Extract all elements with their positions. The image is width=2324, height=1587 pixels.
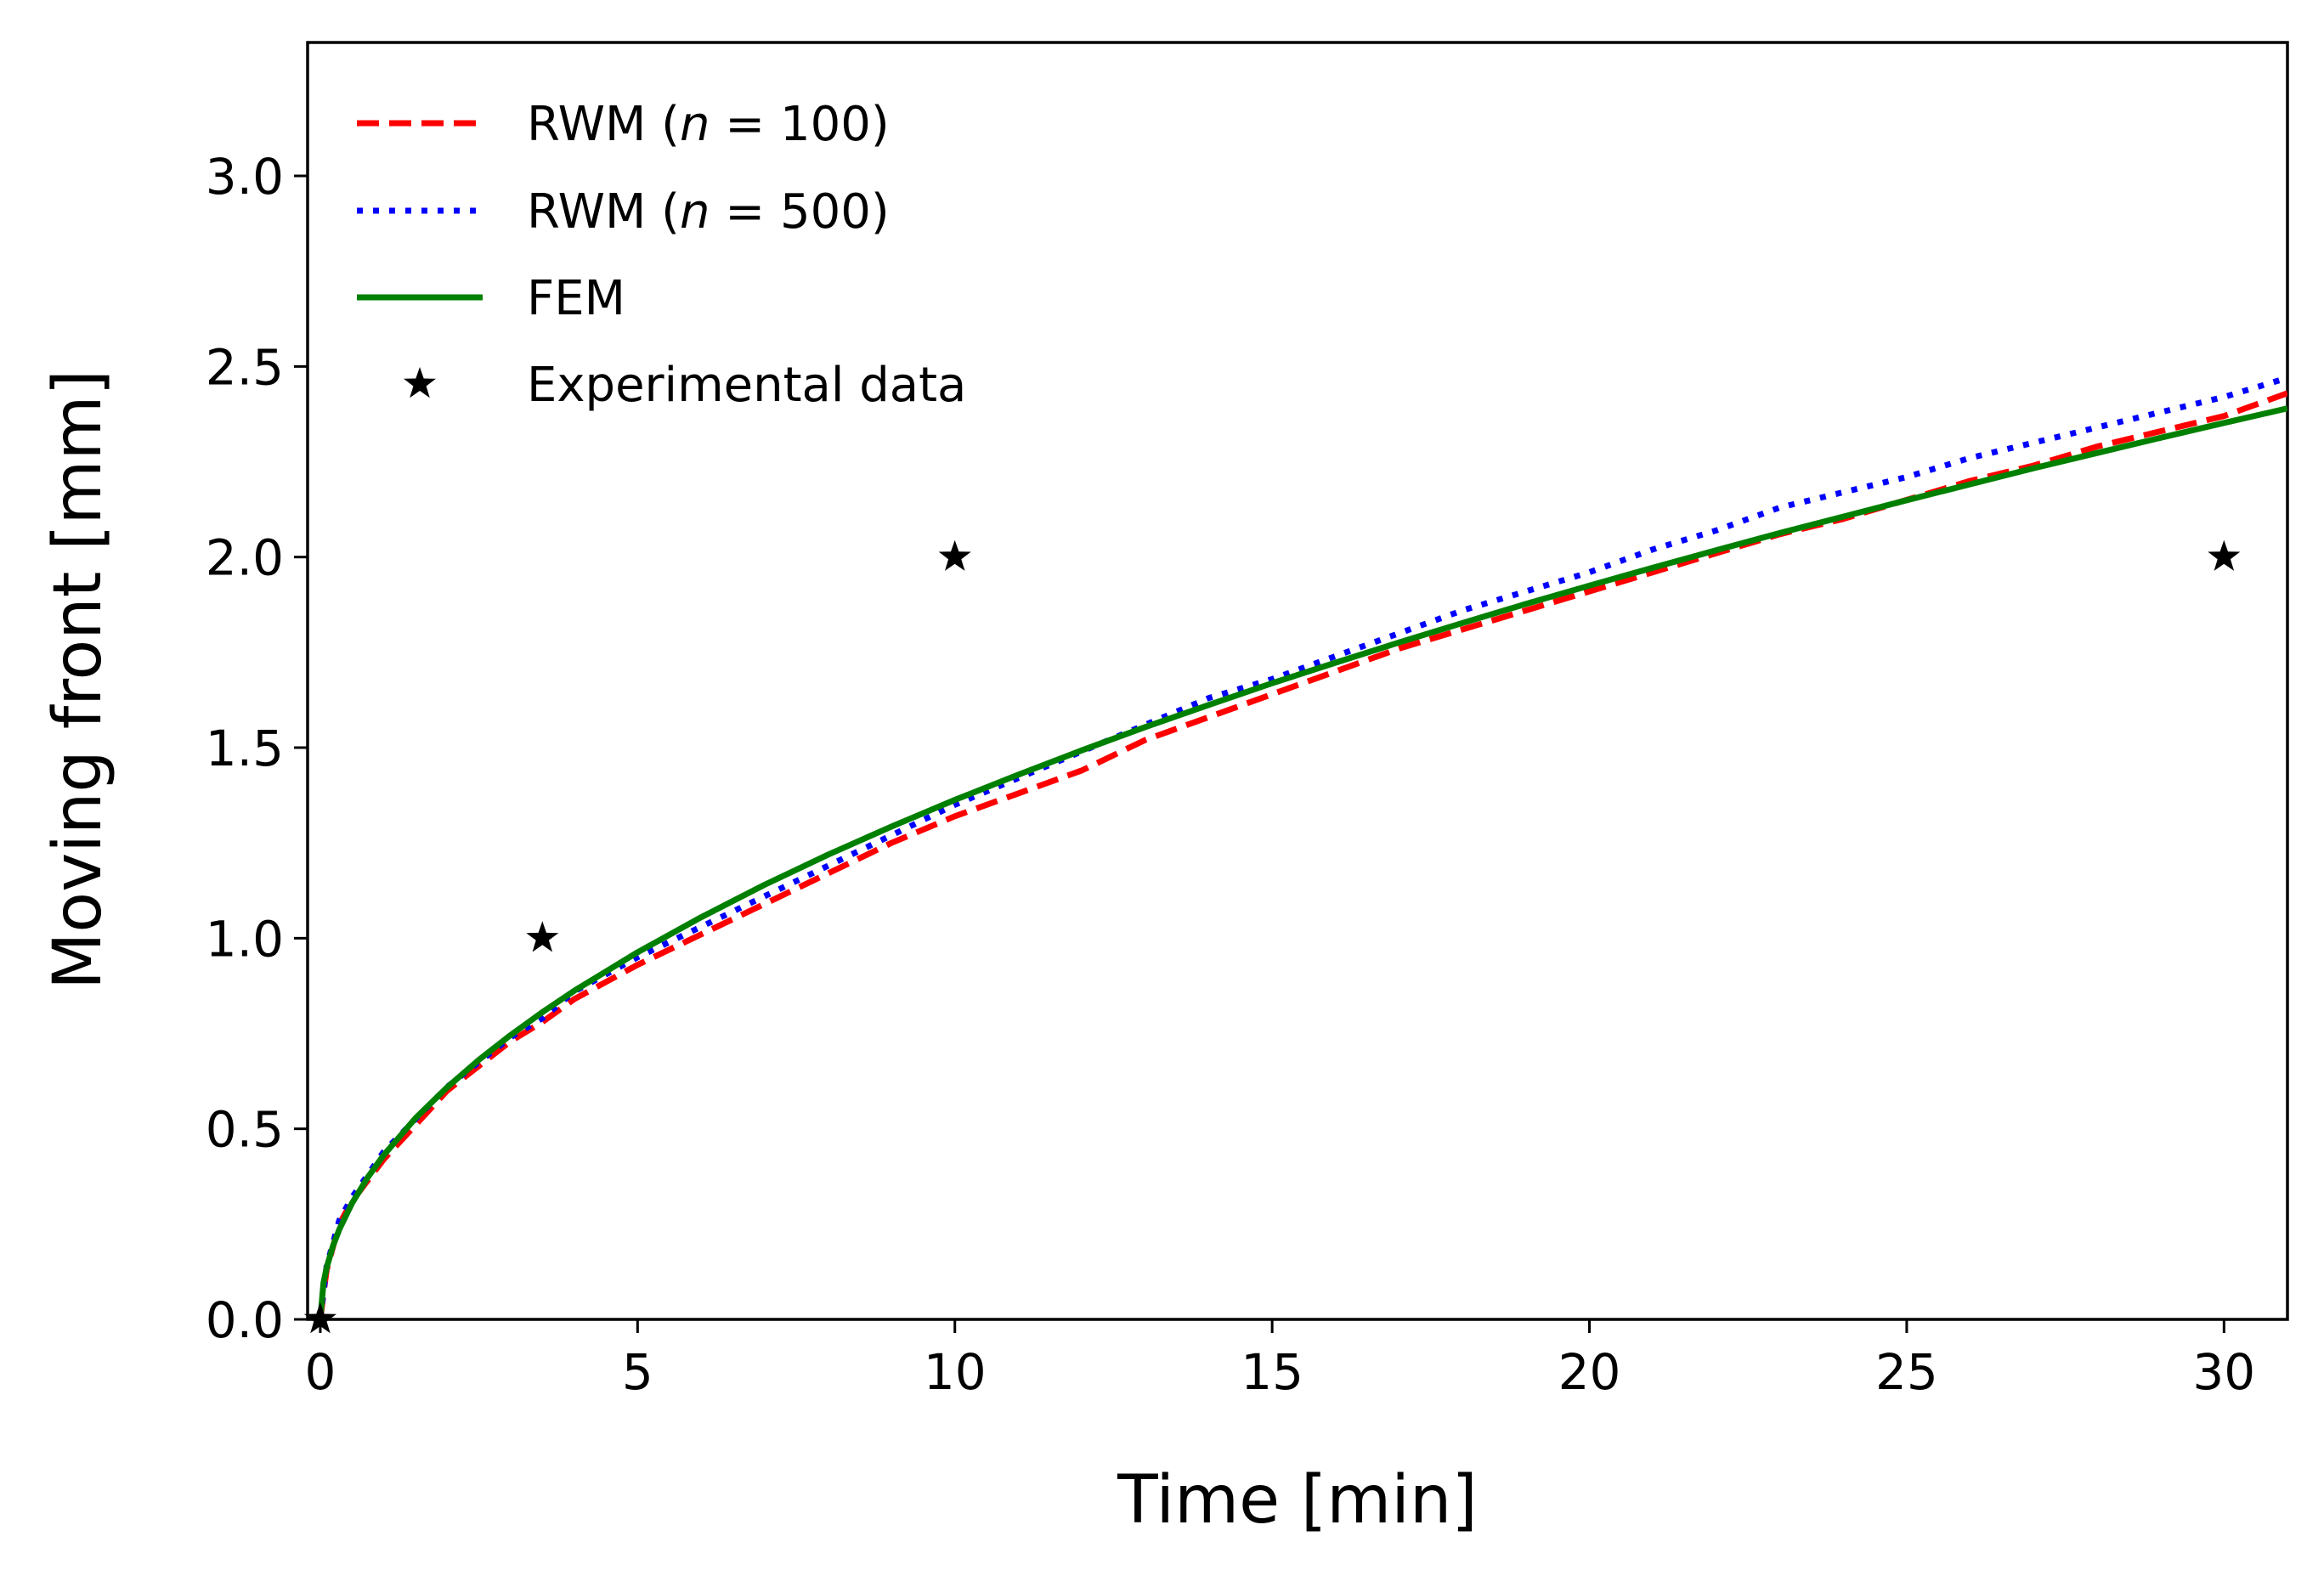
x-tick-label: 15 xyxy=(1241,1343,1303,1401)
legend-label-suffix: = 100) xyxy=(710,97,889,152)
y-tick-label: 1.5 xyxy=(206,720,284,777)
plot-area-frame xyxy=(306,41,2289,1321)
legend-label-variable: n xyxy=(680,184,710,240)
marker-layer xyxy=(303,539,2241,1334)
experimental-data-point xyxy=(303,1302,336,1334)
legend-star-marker xyxy=(404,367,436,398)
y-tick-label: 3.0 xyxy=(206,148,284,206)
y-axis-title: Moving front [mm] xyxy=(40,370,116,990)
legend-label-variable: n xyxy=(680,97,710,152)
series-layer xyxy=(317,375,2287,1319)
x-tick-label: 5 xyxy=(622,1343,653,1401)
x-axis-title: Time [min] xyxy=(1117,1462,1478,1539)
series-line-fem xyxy=(317,405,2287,1319)
y-axis: 0.0 0.5 1.0 1.5 2.0 2.5 3.0 xyxy=(206,148,308,1349)
x-tick-label: 30 xyxy=(2192,1343,2255,1401)
legend-item: RWM (n = 100) xyxy=(357,97,890,152)
legend-label-prefix: RWM ( xyxy=(527,184,680,240)
legend-label-suffix: = 500) xyxy=(710,184,889,240)
legend-label: RWM (n = 100) xyxy=(527,97,890,152)
legend-label: Experimental data xyxy=(527,358,966,413)
y-tick-label: 1.0 xyxy=(206,910,284,968)
legend-label: RWM (n = 500) xyxy=(527,184,890,240)
x-tick-label: 0 xyxy=(304,1343,336,1401)
legend-item: RWM (n = 500) xyxy=(357,184,890,240)
legend-label-prefix: RWM ( xyxy=(527,97,680,152)
legend-item: Experimental data xyxy=(404,358,966,413)
y-tick-label: 2.0 xyxy=(206,529,284,587)
legend-label: FEM xyxy=(527,271,625,326)
experimental-data-point xyxy=(938,539,971,571)
experimental-data-point xyxy=(526,921,559,952)
x-tick-label: 25 xyxy=(1875,1343,1938,1401)
x-axis: 0 5 10 15 20 25 30 xyxy=(304,1319,2255,1401)
series-line-rwm-n-100 xyxy=(317,390,2287,1319)
experimental-data-point xyxy=(2208,539,2241,571)
series-line-rwm-n-500 xyxy=(317,375,2287,1319)
y-tick-label: 0.5 xyxy=(206,1101,284,1159)
legend-item: FEM xyxy=(357,271,625,326)
x-tick-label: 10 xyxy=(924,1343,987,1401)
y-tick-label: 2.5 xyxy=(206,338,284,396)
legend: RWM (n = 100)RWM (n = 500)FEMExperimenta… xyxy=(357,97,966,413)
x-tick-label: 20 xyxy=(1558,1343,1621,1401)
y-tick-label: 0.0 xyxy=(206,1291,284,1349)
